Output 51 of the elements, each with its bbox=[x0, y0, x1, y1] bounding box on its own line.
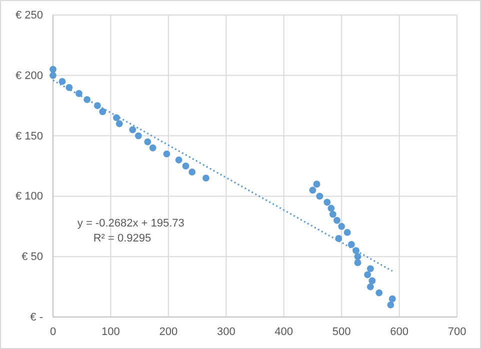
point bbox=[149, 144, 156, 152]
y-tick-label: € - bbox=[30, 312, 44, 324]
point bbox=[387, 301, 394, 308]
point bbox=[175, 156, 182, 164]
point bbox=[58, 78, 66, 85]
point bbox=[364, 271, 372, 278]
point bbox=[324, 198, 331, 206]
point bbox=[144, 138, 152, 146]
point bbox=[328, 204, 335, 212]
point bbox=[116, 120, 123, 128]
point bbox=[366, 283, 374, 290]
x-tick-label: 600 bbox=[390, 326, 408, 338]
point bbox=[329, 210, 336, 218]
point bbox=[354, 259, 362, 266]
point bbox=[368, 277, 376, 284]
point bbox=[388, 295, 396, 302]
point bbox=[313, 180, 320, 188]
y-tick-label: € 50 bbox=[22, 251, 43, 264]
point bbox=[188, 168, 196, 176]
point bbox=[366, 265, 374, 272]
point bbox=[99, 108, 106, 116]
point bbox=[354, 253, 362, 260]
point bbox=[163, 150, 170, 158]
point bbox=[333, 216, 340, 224]
x-tick-label: 400 bbox=[274, 326, 294, 338]
point bbox=[376, 289, 383, 296]
point bbox=[309, 186, 316, 194]
point bbox=[316, 192, 324, 200]
x-tick-label: 100 bbox=[102, 326, 120, 338]
annotation: y = -0.2682x + 195.73 bbox=[77, 217, 184, 230]
x-tick-label: 200 bbox=[159, 326, 178, 338]
point bbox=[344, 228, 351, 236]
point bbox=[129, 126, 136, 134]
x-tick-label: 300 bbox=[216, 326, 236, 338]
point bbox=[182, 162, 190, 170]
x-tick-label: 500 bbox=[332, 326, 351, 338]
point bbox=[134, 132, 142, 140]
point bbox=[75, 90, 82, 97]
point bbox=[202, 174, 210, 182]
x-tick-label: 0 bbox=[50, 326, 56, 338]
point bbox=[348, 241, 355, 248]
y-tick-label: € 250 bbox=[15, 10, 43, 22]
point bbox=[66, 84, 73, 91]
y-tick-label: € 100 bbox=[15, 190, 43, 203]
point bbox=[50, 72, 56, 79]
y-tick-label: € 150 bbox=[15, 130, 43, 142]
point bbox=[50, 66, 56, 73]
y-tick-label: € 200 bbox=[15, 70, 43, 82]
point bbox=[338, 222, 346, 230]
x-tick-label: 700 bbox=[448, 326, 466, 338]
annotation: R² = 0.9295 bbox=[93, 232, 152, 244]
